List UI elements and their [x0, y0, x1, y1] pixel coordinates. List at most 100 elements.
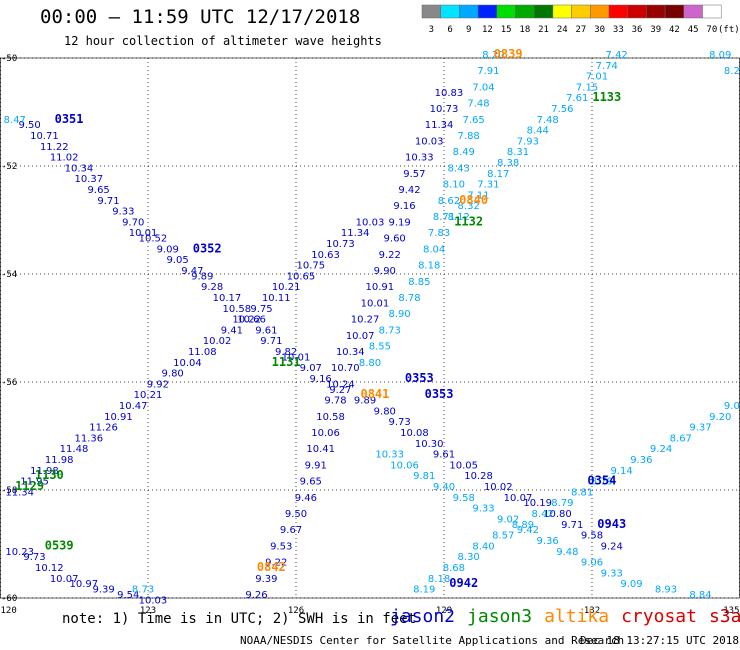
swh-value: 8.84 — [689, 590, 711, 601]
swh-value: 9.60 — [384, 234, 406, 245]
swh-value: 9.80 — [374, 406, 396, 417]
legend-label: 12 — [482, 25, 493, 35]
swh-value: 10.03 — [139, 595, 168, 606]
swh-value: 10.06 — [390, 460, 419, 471]
swh-value: 10.01 — [129, 228, 158, 239]
swh-value: 7.61 — [566, 93, 588, 104]
swh-value: 8.55 — [369, 342, 391, 353]
legend-label: 42 — [669, 25, 680, 35]
swh-value: 8.49 — [453, 147, 475, 158]
swh-value: 8.90 — [388, 309, 410, 320]
swh-value: 8.71 — [433, 212, 455, 223]
swh-value: 8.40 — [472, 541, 494, 552]
swh-value: 7.04 — [472, 82, 494, 93]
swh-value: 9.81 — [413, 471, 435, 482]
swh-value: 9.89 — [191, 271, 213, 282]
satellite-legend: jason2 jason3 altika cryosat s3a — [390, 606, 740, 627]
swh-value: 10.91 — [366, 282, 395, 293]
swh-value: 10.66 — [237, 315, 266, 326]
legend-label: 3 — [429, 25, 434, 35]
satellite-jason2: jason2 — [390, 606, 456, 627]
pass-time-label: 0352 — [193, 241, 222, 255]
swh-value: 11.34 — [425, 120, 454, 131]
swh-value: 9.71 — [561, 520, 583, 531]
swh-value: 10.34 — [65, 163, 94, 174]
swh-value: 9.19 — [388, 217, 410, 228]
swh-value: 8.10 — [443, 180, 465, 191]
swh-value: 9.80 — [162, 369, 184, 380]
swh-value: 8.62 — [438, 196, 460, 207]
wave-height-color-legend: 3 6 9 12 15 18 21 24 27 30 33 36 39 42 45 70 (ft) — [421, 4, 740, 35]
swh-value: 7.48 — [536, 115, 558, 126]
swh-value: 9.28 — [201, 282, 223, 293]
swh-value: 10.52 — [139, 234, 168, 245]
swh-value: 7.93 — [517, 136, 539, 147]
x-tick-label: 129 — [436, 606, 452, 616]
pass-time-label: 1130 — [35, 468, 64, 482]
swh-value: 9.14 — [610, 466, 632, 477]
swh-value: 10.05 — [449, 460, 478, 471]
swh-value: 8.79 — [591, 477, 613, 488]
swh-value: 10.12 — [35, 563, 64, 574]
pass-time-label: 0539 — [45, 538, 74, 552]
satellite-jason3: jason3 — [467, 606, 533, 627]
track-altika-0942: 8.198.188.688.308.408.578.898.428.798.81… — [413, 401, 740, 596]
swh-value: 9.91 — [305, 460, 327, 471]
swh-value: 8.31 — [507, 147, 529, 158]
legend-label: 33 — [613, 25, 624, 35]
swh-value: 9.82 — [275, 347, 297, 358]
legend-label: 70 — [706, 25, 717, 35]
swh-value: 9.42 — [398, 185, 420, 196]
track-jason3-1129: 11.3411.9511.9811.9811.4811.3611.2610.91… — [5, 217, 384, 498]
swh-value: 8.43 — [448, 163, 470, 174]
x-tick-label: 123 — [140, 606, 156, 616]
track-jason2-0942: 9.26 9.39 9.22 9.53 9.67 9.50 9.46 9.65 9.91 10.4… — [245, 88, 463, 601]
pass-time-label: 1132 — [454, 214, 483, 228]
swh-value: 10.04 — [173, 358, 202, 369]
swh-value: 8.30 — [458, 552, 480, 563]
swh-value: 10.27 — [351, 315, 380, 326]
footer-timestamp: Dec 18 13:27:15 UTC 2018 — [580, 634, 739, 647]
pass-time-label: 0841 — [360, 387, 389, 401]
swh-value: 9.05 — [166, 255, 188, 266]
swh-value: 9.57 — [403, 169, 425, 180]
satellite-s3a: s3a — [708, 606, 740, 627]
swh-value: 8.85 — [408, 277, 430, 288]
swh-value: 8.20 — [482, 50, 504, 61]
swh-value: 8.73 — [379, 325, 401, 336]
swh-value: 7.48 — [467, 99, 489, 110]
swh-value: 10.19 — [523, 498, 552, 509]
swh-value: 8.68 — [443, 563, 465, 574]
y-tick-label: -52 — [1, 162, 17, 172]
swh-value: 9.73 — [388, 417, 410, 428]
track-other-cyan: 8.47 8.73 8.09 8.22 — [4, 50, 740, 596]
swh-value: 10.07 — [346, 331, 375, 342]
swh-value: 9.27 — [329, 385, 351, 396]
swh-value: 8.17 — [487, 169, 509, 180]
swh-value: 8.18 — [428, 574, 450, 585]
swh-value: 7.91 — [477, 66, 499, 77]
swh-value: 9.05 — [724, 401, 740, 412]
swh-value: 8.44 — [527, 126, 549, 137]
swh-value: 9.58 — [581, 531, 603, 542]
y-tick-label: -56 — [1, 378, 17, 388]
swh-value: 9.09 — [157, 244, 179, 255]
x-tick-label: 120 — [1, 606, 17, 616]
swh-value: 9.42 — [517, 525, 539, 536]
swh-value: 10.03 — [415, 136, 444, 147]
legend-unit: (ft) — [718, 25, 740, 35]
swh-value: 9.61 — [433, 450, 455, 461]
swh-value: 10.33 — [375, 450, 404, 461]
pass-time-label: 0943 — [597, 517, 626, 531]
swh-value: 9.92 — [147, 379, 169, 390]
page-subtitle: 12 hour collection of altimeter wave hei… — [64, 34, 382, 48]
swh-value: 8.79 — [551, 498, 573, 509]
swh-value: 9.09 — [620, 579, 642, 590]
swh-value: 9.50 — [285, 509, 307, 520]
pass-time-label: 0842 — [257, 560, 286, 574]
swh-value: 9.37 — [689, 423, 711, 434]
swh-value: 9.47 — [181, 266, 203, 277]
swh-value: 10.63 — [311, 250, 340, 261]
swh-value: 9.02 — [497, 514, 519, 525]
